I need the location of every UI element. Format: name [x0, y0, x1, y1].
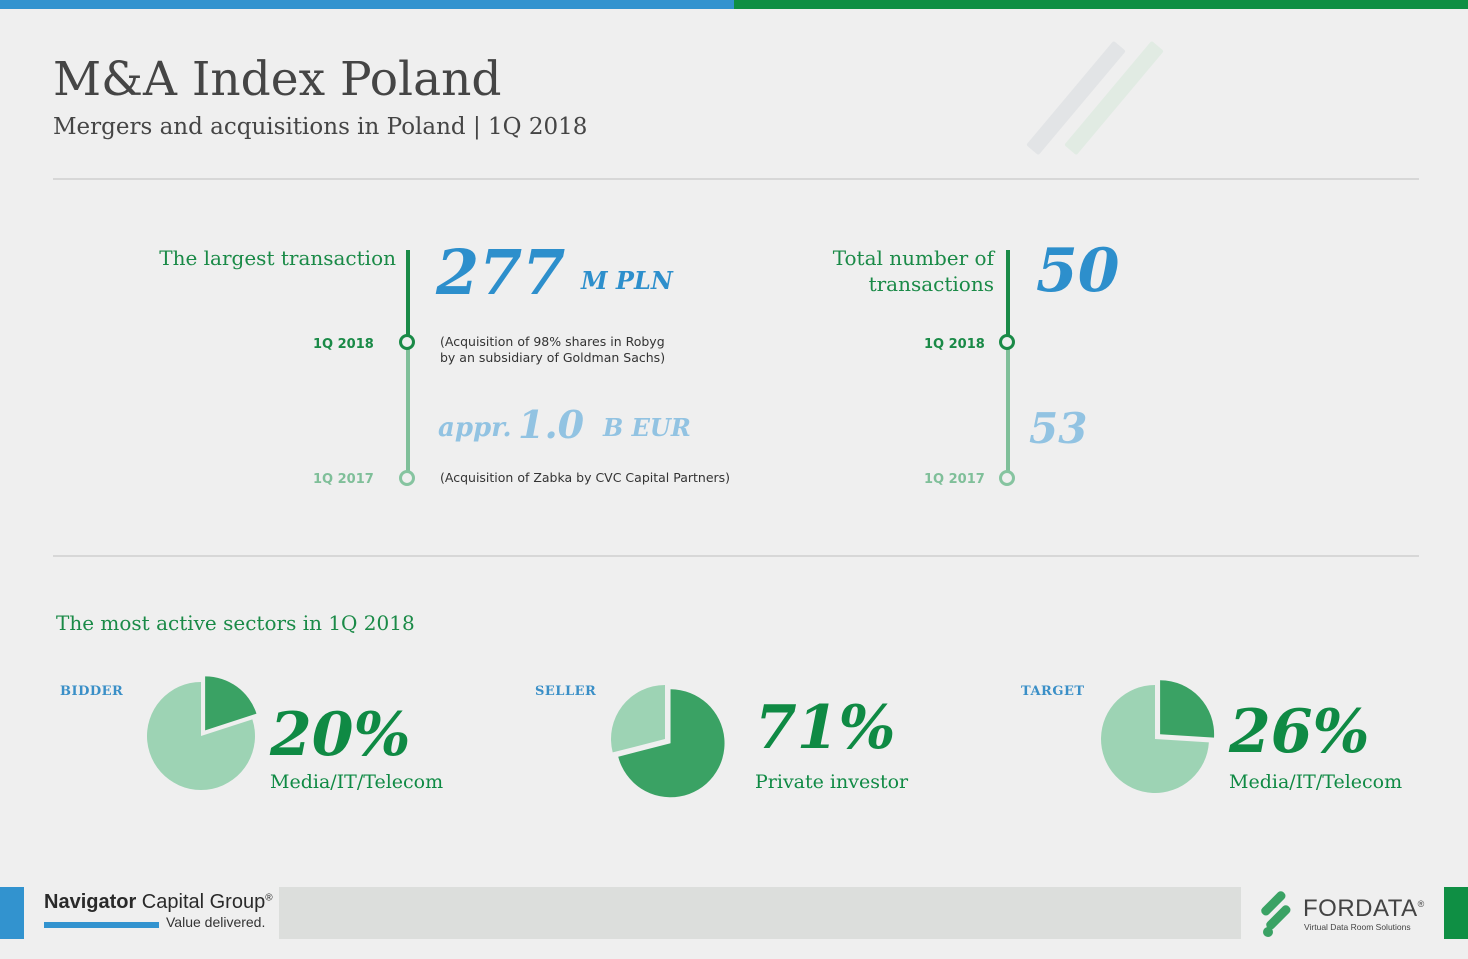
total-prev-value: 53 — [1029, 404, 1088, 453]
largest-current-unit: M PLN — [581, 266, 673, 295]
largest-current-note-line2: by an subsidiary of Goldman Sachs) — [440, 350, 666, 365]
largest-current-period: 1Q 2018 — [313, 337, 374, 352]
top-bar-green — [734, 0, 1468, 9]
largest-prev-marker — [399, 470, 415, 486]
total-current-period: 1Q 2018 — [924, 337, 985, 352]
total-prev-period: 1Q 2017 — [924, 472, 985, 487]
total-current-marker — [999, 334, 1015, 350]
seller-sector-name: Private investor — [755, 771, 909, 793]
largest-current-marker — [399, 334, 415, 350]
fordata-tagline: Virtual Data Room Solutions — [1304, 922, 1411, 932]
navigator-tagline: Value delivered. — [166, 914, 266, 930]
seller-percent: 71% — [755, 693, 896, 763]
bidder-pie-chart — [147, 676, 257, 790]
total-prev-marker — [999, 470, 1015, 486]
target-percent: 26% — [1229, 697, 1370, 767]
navigator-logo-text: Navigator Capital Group® — [44, 891, 273, 913]
largest-prev-unit: B EUR — [603, 413, 691, 442]
bidder-percent: 20% — [270, 700, 411, 770]
bidder-sector-name: Media/IT/Telecom — [270, 771, 444, 793]
largest-timeline-upper — [406, 250, 410, 342]
largest-prev-prefix: appr. — [438, 413, 512, 443]
target-sector-name: Media/IT/Telecom — [1229, 771, 1403, 793]
top-bar-blue — [0, 0, 734, 9]
largest-timeline-lower — [406, 349, 410, 472]
sector-kind-bidder: BIDDER — [60, 684, 124, 699]
total-transactions-label-line1: Total number of — [832, 246, 994, 270]
total-timeline-upper — [1006, 250, 1010, 342]
sector-kind-target: TARGET — [1021, 684, 1085, 699]
total-timeline-lower — [1006, 349, 1010, 472]
largest-prev-value: 1.0 — [518, 402, 585, 447]
largest-prev-period: 1Q 2017 — [313, 472, 374, 487]
pie-slice-rest — [147, 682, 255, 790]
largest-prev-note: (Acquisition of Zabka by CVC Capital Par… — [440, 470, 731, 485]
largest-current-note-line1: (Acquisition of 98% shares in Robyg — [440, 334, 665, 349]
footer-green-block — [1444, 887, 1468, 939]
largest-transaction-label: The largest transaction — [159, 246, 396, 270]
navigator-logo-bar — [44, 922, 159, 928]
total-transactions-label-line2: transactions — [868, 272, 994, 296]
page-title: M&A Index Poland — [53, 52, 502, 107]
largest-current-value: 277 — [436, 236, 566, 309]
pie-slice-sector — [205, 676, 257, 731]
sector-kind-seller: SELLER — [535, 684, 597, 699]
page-subtitle: Mergers and acquisitions in Poland | 1Q … — [53, 114, 588, 140]
divider-top — [53, 178, 1419, 180]
seller-pie-chart — [611, 685, 725, 798]
divider-middle — [53, 555, 1419, 557]
fordata-logo-icon — [1261, 891, 1291, 937]
sectors-heading: The most active sectors in 1Q 2018 — [56, 611, 415, 635]
footer-gray-bar — [279, 887, 1241, 939]
total-current-value: 50 — [1036, 236, 1120, 306]
pie-slice-sector — [618, 689, 725, 798]
target-pie-chart — [1101, 680, 1215, 793]
pie-slice-rest — [1101, 685, 1209, 793]
fordata-logo-text: FORDATA® — [1303, 895, 1425, 922]
pie-slice-rest — [611, 685, 665, 753]
footer-blue-block — [0, 887, 24, 939]
pie-slice-sector — [1160, 680, 1215, 738]
